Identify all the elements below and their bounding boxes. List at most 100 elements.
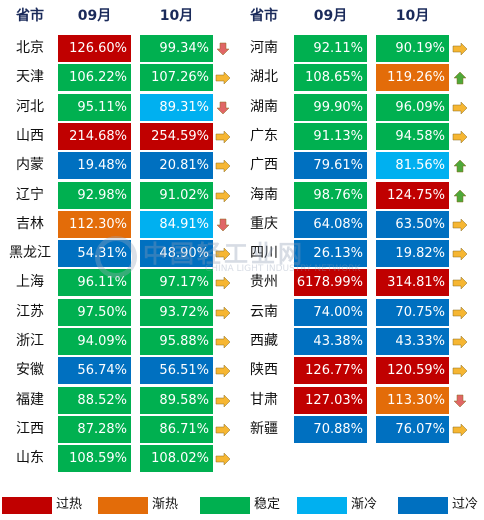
- trend-right-arrow-icon: [215, 158, 231, 173]
- trend-down-arrow-icon: [452, 393, 468, 407]
- oct-value-cell: 76.07%: [376, 415, 449, 443]
- trend-right-arrow-icon: [215, 70, 231, 85]
- oct-value-cell: 120.59%: [376, 357, 449, 385]
- trend-right-arrow-icon: [215, 129, 231, 144]
- sep-value-cell: 94.09%: [58, 328, 131, 355]
- trend-right-arrow-icon: [215, 422, 231, 437]
- trend-down-arrow-icon: [215, 217, 231, 232]
- trend-up-arrow-icon: [452, 158, 468, 173]
- legend-label-overcool: 过冷: [452, 497, 479, 512]
- trend-up-arrow-icon: [452, 70, 468, 85]
- oct-value-cell: 56.51%: [140, 357, 213, 385]
- oct-value-cell: 48.90%: [140, 240, 213, 268]
- province-label: 山西: [16, 127, 44, 144]
- oct-value-cell: 84.91%: [140, 210, 213, 238]
- province-label: 云南: [250, 303, 278, 320]
- province-label: 上海: [16, 274, 44, 291]
- sep-value-cell: 43.38%: [294, 328, 367, 355]
- header-oct-left: 10月: [159, 8, 194, 24]
- province-label: 天津: [16, 69, 44, 86]
- sep-value-cell: 108.65%: [294, 64, 367, 92]
- legend-swatch-cooling: [297, 497, 347, 514]
- sep-value-cell: 96.11%: [58, 269, 131, 297]
- trend-right-arrow-icon: [215, 275, 231, 290]
- trend-down-arrow-icon: [215, 100, 231, 114]
- province-label: 广西: [250, 157, 278, 174]
- oct-value-cell: 19.82%: [376, 240, 449, 268]
- trend-right-arrow-icon: [452, 305, 468, 320]
- trend-right-arrow-icon: [452, 363, 468, 378]
- province-label: 内蒙: [16, 157, 44, 174]
- trend-right-arrow-icon: [215, 334, 231, 349]
- province-label: 海南: [250, 186, 278, 203]
- legend-swatch-stable: [200, 497, 250, 514]
- trend-right-arrow-icon: [452, 129, 468, 144]
- sep-value-cell: 126.60%: [58, 35, 131, 62]
- sep-value-cell: 98.76%: [294, 181, 367, 209]
- trend-right-arrow-icon: [215, 451, 231, 466]
- province-label: 安徽: [16, 362, 44, 379]
- oct-value-cell: 89.31%: [140, 93, 213, 121]
- sep-value-cell: 64.08%: [294, 210, 367, 238]
- header-sep-left: 09月: [77, 8, 112, 24]
- trend-right-arrow-icon: [452, 275, 468, 290]
- province-label: 西藏: [250, 333, 278, 349]
- province-label: 湖南: [250, 98, 278, 115]
- oct-value-cell: 94.58%: [376, 122, 449, 150]
- oct-value-cell: 81.56%: [376, 152, 449, 180]
- trend-right-arrow-icon: [215, 393, 231, 408]
- header-sep-right: 09月: [313, 8, 348, 24]
- province-label: 北京: [16, 40, 44, 56]
- oct-value-cell: 113.30%: [376, 386, 449, 414]
- province-label: 重庆: [250, 215, 278, 232]
- oct-value-cell: 89.58%: [140, 386, 213, 414]
- province-label: 江西: [16, 420, 44, 437]
- province-label: 贵州: [250, 274, 278, 291]
- legend-swatch-overheat: [2, 497, 52, 514]
- sep-value-cell: 97.50%: [58, 298, 131, 326]
- sep-value-cell: 74.00%: [294, 298, 367, 326]
- sep-value-cell: 92.11%: [294, 35, 367, 62]
- sep-value-cell: 108.59%: [58, 445, 131, 473]
- province-label: 河北: [16, 98, 44, 115]
- legend-swatch-warming: [98, 497, 148, 514]
- trend-right-arrow-icon: [452, 217, 468, 232]
- province-label: 广东: [250, 127, 278, 144]
- oct-value-cell: 254.59%: [140, 122, 213, 150]
- sep-value-cell: 92.98%: [58, 181, 131, 209]
- oct-value-cell: 108.02%: [140, 445, 213, 473]
- oct-value-cell: 91.02%: [140, 181, 213, 209]
- sep-value-cell: 87.28%: [58, 415, 131, 443]
- oct-value-cell: 99.34%: [140, 35, 213, 62]
- legend-label-warming: 渐热: [152, 497, 179, 512]
- oct-value-cell: 93.72%: [140, 298, 213, 326]
- oct-value-cell: 90.19%: [376, 35, 449, 62]
- oct-value-cell: 70.75%: [376, 298, 449, 326]
- sep-value-cell: 56.74%: [58, 357, 131, 385]
- trend-right-arrow-icon: [215, 363, 231, 378]
- province-label: 辽宁: [16, 186, 44, 203]
- header-province-left: 省市: [16, 8, 44, 24]
- sep-value-cell: 99.90%: [294, 93, 367, 121]
- oct-value-cell: 107.26%: [140, 64, 213, 92]
- sep-value-cell: 106.22%: [58, 64, 131, 92]
- sep-value-cell: 6178.99%: [294, 269, 367, 297]
- trend-right-arrow-icon: [452, 246, 468, 261]
- oct-value-cell: 97.17%: [140, 269, 213, 297]
- legend-swatch-overcool: [398, 497, 448, 514]
- province-label: 甘肃: [250, 391, 278, 408]
- province-label: 浙江: [16, 333, 44, 349]
- sep-value-cell: 126.77%: [294, 357, 367, 385]
- legend-label-stable: 稳定: [254, 497, 281, 512]
- oct-value-cell: 43.33%: [376, 328, 449, 355]
- oct-value-cell: 96.09%: [376, 93, 449, 121]
- oct-value-cell: 124.75%: [376, 181, 449, 209]
- sep-value-cell: 95.11%: [58, 93, 131, 121]
- province-label: 四川: [250, 245, 278, 262]
- header-province-right: 省市: [250, 8, 278, 24]
- province-label: 山东: [16, 450, 44, 467]
- province-label: 吉林: [16, 215, 44, 232]
- trend-right-arrow-icon: [452, 41, 468, 56]
- sep-value-cell: 79.61%: [294, 152, 367, 180]
- sep-value-cell: 26.13%: [294, 240, 367, 268]
